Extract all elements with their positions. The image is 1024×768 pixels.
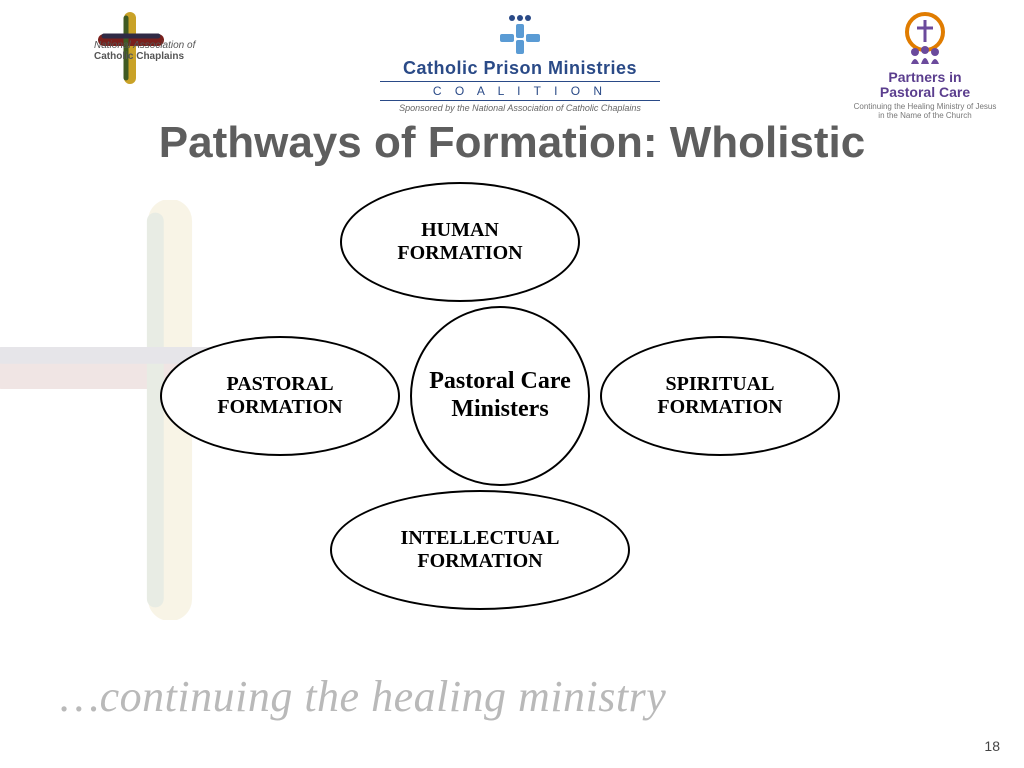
formation-diagram: HUMANFORMATION PASTORALFORMATION SPIRITU… (150, 176, 850, 616)
cpmc-subtitle: C O A L I T I O N (380, 81, 660, 101)
slide-title: Pathways of Formation: Wholistic (0, 118, 1024, 168)
footer-tagline: …continuing the healing ministry (60, 671, 984, 722)
center-circle-pastoral-care-ministers: Pastoral Care Ministers (410, 306, 590, 486)
ppc-title1: Partners in (888, 69, 961, 85)
logo-ppc: Partners inPastoral Care Continuing the … (850, 12, 1000, 120)
nacc-line2: Catholic Chaplains (94, 51, 184, 62)
ellipse-pastoral-formation: PASTORALFORMATION (160, 336, 400, 456)
ellipse-spiritual-formation: SPIRITUALFORMATION (600, 336, 840, 456)
nacc-line1: National Association of (94, 40, 195, 51)
page-number: 18 (984, 738, 1000, 754)
logo-nacc: National Association of Catholic Chaplai… (16, 12, 256, 89)
cpmc-icon (490, 12, 550, 56)
logo-row: National Association of Catholic Chaplai… (0, 8, 1024, 116)
ellipse-human-formation: HUMANFORMATION (340, 182, 580, 302)
ppc-title2: Pastoral Care (880, 84, 970, 100)
cpmc-sponsor: Sponsored by the National Association of… (380, 103, 660, 113)
logo-cpmc: Catholic Prison Ministries C O A L I T I… (380, 12, 660, 113)
ellipse-intellectual-formation: INTELLECTUALFORMATION (330, 490, 630, 610)
cpmc-title: Catholic Prison Ministries (380, 58, 660, 79)
ppc-icon (893, 12, 957, 68)
